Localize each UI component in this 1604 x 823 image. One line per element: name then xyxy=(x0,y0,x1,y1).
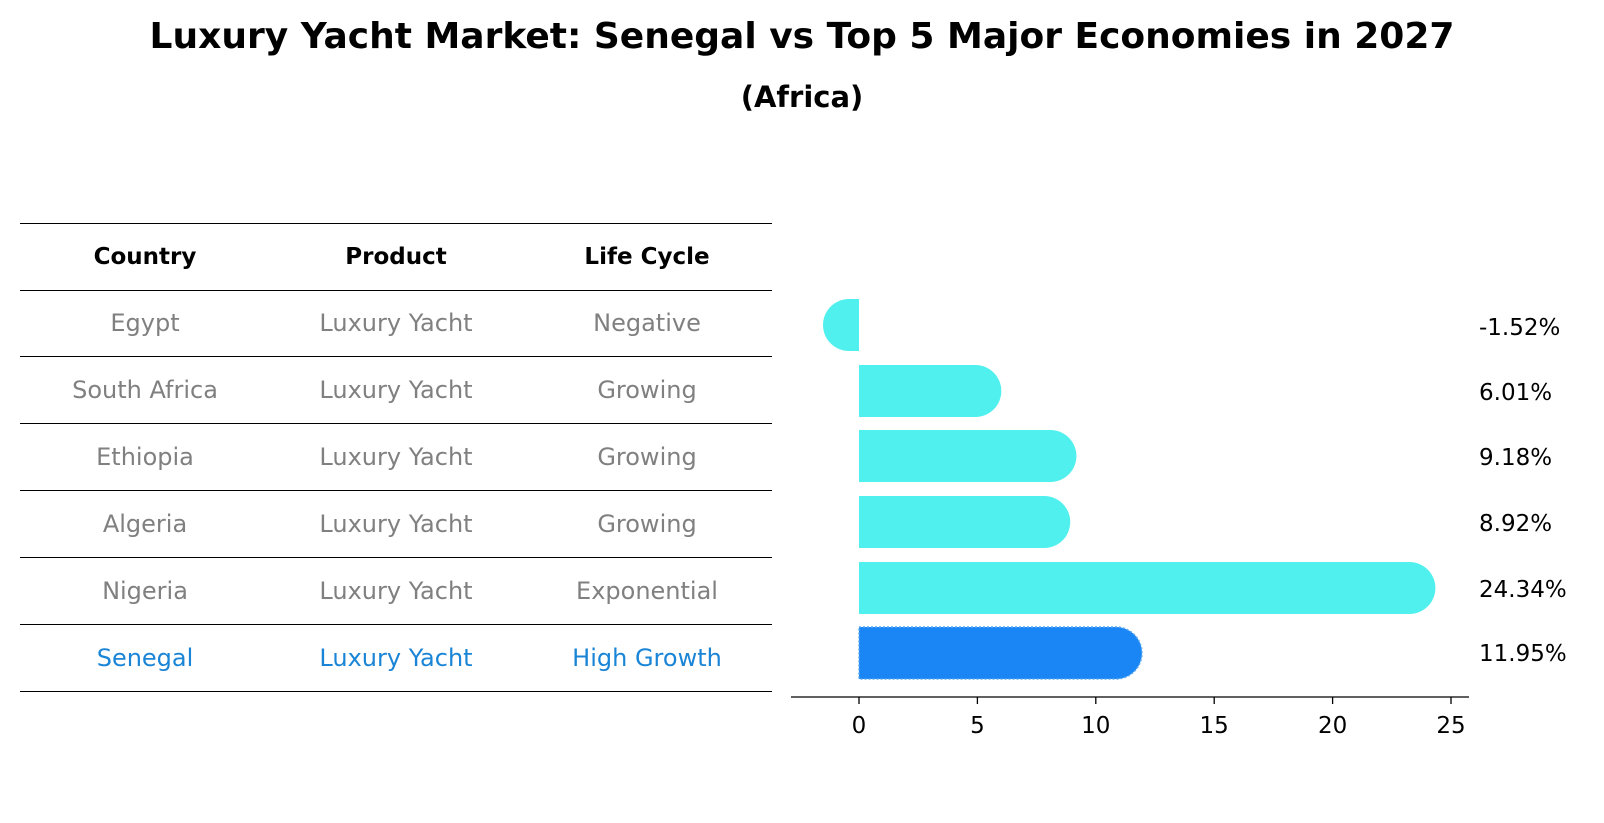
value-label: 24.34% xyxy=(1479,577,1567,603)
x-tick-label: 20 xyxy=(1318,713,1347,739)
table-row: Egypt Luxury Yacht Negative xyxy=(20,290,772,357)
value-label: 8.92% xyxy=(1479,511,1553,537)
cell-product: Luxury Yacht xyxy=(319,443,473,471)
bar-nigeria xyxy=(859,562,1436,614)
header-life-cycle: Life Cycle xyxy=(584,244,710,270)
chart-title: Luxury Yacht Market: Senegal vs Top 5 Ma… xyxy=(149,16,1455,57)
bar-algeria xyxy=(859,496,1071,548)
bar-ethiopia xyxy=(859,430,1077,482)
bar-senegal xyxy=(859,627,1142,679)
cell-product: Luxury Yacht xyxy=(319,644,473,672)
header-product: Product xyxy=(345,244,447,270)
cell-country: Algeria xyxy=(102,510,188,538)
value-label: -1.52% xyxy=(1479,315,1561,341)
value-label: 9.18% xyxy=(1479,445,1553,471)
table-row-highlight: Senegal Luxury Yacht High Growth xyxy=(20,625,772,692)
cell-product: Luxury Yacht xyxy=(319,309,473,337)
table-row: Ethiopia Luxury Yacht Growing xyxy=(20,424,772,491)
cell-life-cycle: High Growth xyxy=(572,644,722,672)
table-row: Algeria Luxury Yacht Growing xyxy=(20,491,772,558)
cell-country: Nigeria xyxy=(102,577,188,605)
value-label: 6.01% xyxy=(1479,380,1553,406)
x-tick-label: 25 xyxy=(1436,713,1465,739)
x-tick-label: 10 xyxy=(1081,713,1110,739)
cell-life-cycle: Growing xyxy=(597,443,697,471)
cell-life-cycle: Exponential xyxy=(576,577,718,605)
bar-highlight-outline xyxy=(858,626,1143,680)
cell-product: Luxury Yacht xyxy=(319,510,473,538)
value-label: 11.95% xyxy=(1479,641,1567,667)
chart-subtitle: (Africa) xyxy=(740,80,864,114)
cell-product: Luxury Yacht xyxy=(319,577,473,605)
cell-product: Luxury Yacht xyxy=(319,376,473,404)
bar-egypt xyxy=(823,299,859,351)
bar-south-africa xyxy=(859,365,1002,417)
x-tick-label: 15 xyxy=(1200,713,1229,739)
cell-life-cycle: Negative xyxy=(593,309,701,337)
cell-country: South Africa xyxy=(72,376,218,404)
cell-life-cycle: Growing xyxy=(597,510,697,538)
x-tick-label: 5 xyxy=(970,713,985,739)
header-country: Country xyxy=(93,244,197,270)
cell-country: Egypt xyxy=(110,309,180,337)
cell-country: Ethiopia xyxy=(96,443,194,471)
table-row: South Africa Luxury Yacht Growing xyxy=(20,357,772,424)
table-row: Nigeria Luxury Yacht Exponential xyxy=(20,558,772,625)
cell-life-cycle: Growing xyxy=(597,376,697,404)
x-tick-label: 0 xyxy=(852,713,867,739)
table-header-row: Country Product Life Cycle xyxy=(20,223,772,291)
cell-country: Senegal xyxy=(96,644,194,672)
